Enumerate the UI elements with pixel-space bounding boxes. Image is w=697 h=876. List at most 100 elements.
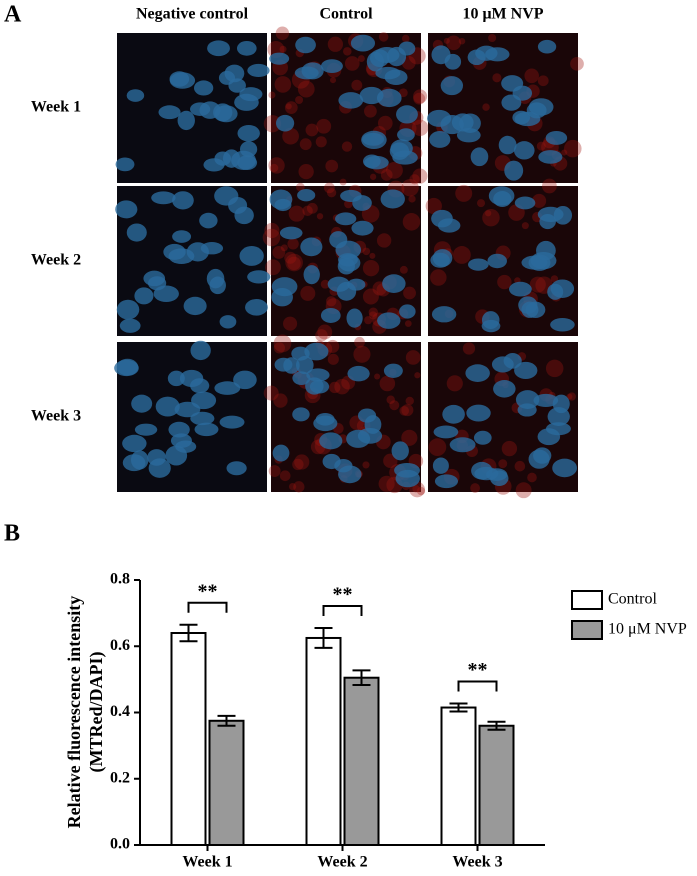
nucleus	[376, 88, 402, 108]
mito-stain	[325, 159, 339, 173]
nucleus	[442, 404, 465, 424]
mito-stain	[389, 400, 400, 411]
nucleus	[275, 114, 295, 132]
bar	[305, 636, 342, 846]
nucleus	[434, 474, 459, 489]
mito-stain	[296, 182, 305, 192]
mito-stain	[378, 475, 395, 492]
mito-stain	[462, 342, 476, 355]
nucleus	[126, 223, 147, 242]
nucleus	[115, 200, 138, 219]
mito-stain	[369, 252, 376, 259]
nucleus	[239, 246, 264, 266]
mito-stain	[334, 378, 350, 395]
mito-stain	[324, 182, 335, 194]
mito-stain	[351, 79, 363, 91]
nucleus	[394, 462, 420, 478]
nucleus	[440, 76, 464, 96]
significance-bracket	[457, 680, 498, 692]
nucleus	[364, 155, 389, 170]
mito-stain	[284, 251, 297, 264]
nucleus	[303, 265, 320, 285]
mito-stain	[515, 482, 532, 499]
mito-stain	[401, 404, 414, 417]
nucleus	[493, 380, 516, 398]
mito-stain	[411, 119, 429, 137]
mito-stain	[263, 385, 279, 401]
mito-stain	[294, 454, 310, 470]
column-heading: Negative control	[136, 6, 249, 23]
nucleus	[234, 206, 254, 225]
nucleus	[351, 220, 374, 236]
mito-stain	[564, 139, 582, 158]
mito-stain	[362, 247, 371, 256]
mito-stain	[326, 188, 337, 198]
mito-stain	[343, 47, 352, 56]
nucleus	[319, 432, 343, 450]
nucleus	[214, 186, 239, 206]
mito-stain	[376, 233, 392, 248]
nucleus	[190, 411, 215, 426]
mito-stain	[413, 92, 426, 105]
mito-stain	[298, 163, 314, 180]
mito-stain	[362, 259, 380, 277]
mito-stain	[344, 56, 360, 71]
nucleus	[193, 80, 214, 96]
x-tick-label: Week 1	[182, 854, 232, 871]
mito-stain	[369, 311, 378, 320]
mito-stain	[329, 381, 341, 394]
nucleus	[470, 147, 489, 167]
significance-label: **	[198, 580, 218, 602]
bar-chart: 0.0 0.2 0.4 0.6 0.8 Relative fluorescence int…	[64, 571, 687, 871]
mito-stain	[430, 269, 447, 286]
nucleus	[362, 132, 385, 146]
mito-stain	[541, 178, 557, 194]
column-heading: Control	[319, 6, 373, 23]
nucleus	[167, 370, 185, 387]
nucleus	[528, 449, 550, 469]
nucleus	[449, 437, 476, 453]
legend-swatch	[571, 620, 603, 640]
mito-stain	[386, 395, 395, 405]
mito-stain	[275, 26, 290, 40]
nucleus	[431, 45, 451, 65]
y-tick-label: 0.0	[110, 836, 130, 853]
mito-stain	[521, 222, 529, 230]
nucleus	[493, 191, 512, 208]
y-tick-label: 0.8	[110, 571, 130, 588]
nucleus	[306, 368, 330, 382]
mito-stain	[300, 285, 316, 301]
nucleus	[237, 124, 260, 142]
nucleus	[491, 356, 514, 373]
mito-stain	[527, 472, 537, 483]
nucleus	[515, 390, 540, 410]
mito-stain	[401, 178, 419, 197]
mito-stain	[284, 101, 298, 114]
nucleus	[514, 111, 541, 127]
nucleus	[545, 130, 568, 145]
nucleus	[514, 361, 538, 379]
nucleus	[432, 457, 449, 474]
nucleus	[219, 315, 237, 329]
nucleus	[116, 299, 140, 320]
mito-stain	[262, 228, 281, 247]
nucleus	[214, 381, 241, 395]
nucleus	[165, 445, 188, 466]
nucleus	[392, 150, 418, 165]
mito-stain	[327, 353, 339, 365]
bar	[343, 676, 380, 846]
mito-stain	[567, 392, 576, 401]
mito-stain	[273, 342, 285, 354]
mito-stain	[302, 205, 313, 217]
mito-stain	[380, 168, 393, 181]
nucleus	[194, 422, 219, 437]
mito-stain	[398, 88, 408, 98]
mito-stain	[263, 115, 282, 133]
mito-stain	[409, 174, 420, 185]
mito-stain	[283, 316, 298, 331]
micrograph-grid: Negative control Control 10 μM NVP Week 1 We…	[31, 6, 584, 499]
nucleus	[245, 299, 268, 316]
mito-stain	[492, 73, 502, 83]
mito-stain	[374, 373, 381, 380]
nucleus	[292, 371, 311, 385]
